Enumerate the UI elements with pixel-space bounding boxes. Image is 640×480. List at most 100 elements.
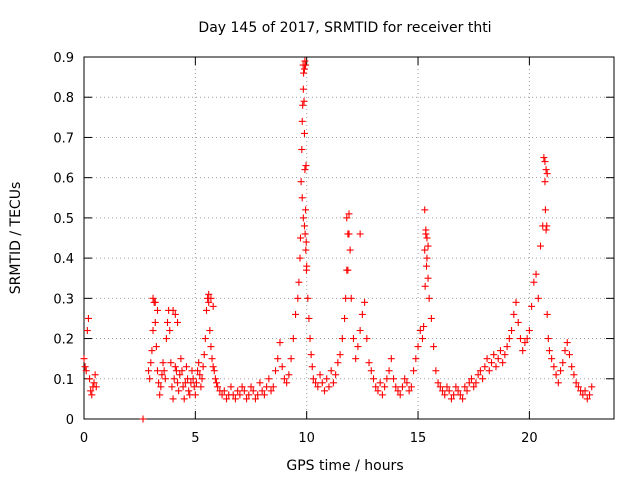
data-point	[145, 367, 153, 375]
data-point	[581, 387, 589, 395]
y-tick-label: 0.1	[53, 373, 74, 388]
data-point	[260, 391, 268, 399]
data-point	[214, 383, 222, 391]
data-point	[185, 387, 193, 395]
data-point	[174, 318, 182, 326]
x-axis-label: GPS time / hours	[286, 458, 403, 474]
data-point	[169, 306, 177, 314]
data-point	[528, 302, 536, 310]
data-point	[88, 391, 96, 399]
data-point	[302, 162, 310, 170]
x-tick-label: 5	[191, 431, 199, 446]
data-point	[153, 367, 161, 375]
data-point	[155, 379, 163, 387]
data-point	[418, 335, 426, 343]
data-point	[420, 322, 428, 330]
data-point	[205, 290, 213, 298]
data-point	[243, 395, 251, 403]
data-point	[249, 387, 257, 395]
data-point	[376, 379, 384, 387]
data-point	[548, 355, 556, 363]
x-tick-label: 10	[298, 431, 315, 446]
data-point	[396, 391, 404, 399]
data-point	[574, 383, 582, 391]
data-point	[496, 347, 504, 355]
data-point	[540, 154, 548, 162]
data-point	[456, 391, 464, 399]
data-point	[557, 367, 565, 375]
data-point	[149, 294, 157, 302]
data-point	[153, 306, 161, 314]
data-point	[263, 383, 271, 391]
data-point	[274, 355, 282, 363]
data-point	[272, 367, 280, 375]
data-point	[332, 371, 340, 379]
data-point	[292, 310, 300, 318]
data-point	[316, 371, 324, 379]
data-point	[343, 214, 351, 222]
y-tick-label: 0.9	[53, 51, 74, 66]
data-point	[543, 170, 551, 178]
data-point	[532, 270, 540, 278]
data-point	[347, 294, 355, 302]
data-point	[519, 347, 527, 355]
data-point	[149, 327, 157, 335]
data-point	[298, 117, 306, 125]
data-point	[207, 343, 215, 351]
data-point	[176, 371, 184, 379]
data-point	[302, 61, 310, 69]
data-point	[472, 379, 480, 387]
data-point	[345, 230, 353, 238]
data-point	[92, 383, 100, 391]
data-point	[197, 383, 205, 391]
data-point	[443, 383, 451, 391]
data-point	[170, 375, 178, 383]
data-point	[445, 387, 453, 395]
y-tick-labels: 0 0.1 0.2 0.3 0.4 0.5 0.6 0.7 0.8 0.9	[53, 51, 74, 428]
data-point	[570, 371, 578, 379]
data-point	[474, 371, 482, 379]
data-point	[541, 206, 549, 214]
data-point	[512, 298, 520, 306]
data-point	[398, 383, 406, 391]
data-point	[421, 246, 429, 254]
data-point	[220, 387, 228, 395]
data-point	[523, 335, 531, 343]
data-point	[461, 383, 469, 391]
data-point	[245, 391, 253, 399]
data-point	[465, 379, 473, 387]
data-point	[180, 395, 188, 403]
plot-frame	[83, 56, 615, 420]
data-point	[300, 65, 308, 73]
data-point	[385, 367, 393, 375]
y-tick-label: 0.5	[53, 212, 74, 227]
data-point	[305, 314, 313, 322]
data-point	[312, 379, 320, 387]
data-point	[199, 363, 207, 371]
data-point	[297, 178, 305, 186]
data-point	[338, 335, 346, 343]
data-point	[439, 387, 447, 395]
data-point	[537, 242, 545, 250]
data-point	[314, 383, 322, 391]
data-point	[424, 242, 432, 250]
data-point	[414, 343, 422, 351]
data-point	[304, 294, 312, 302]
data-point	[152, 343, 160, 351]
data-point	[87, 387, 95, 395]
data-point	[207, 294, 215, 302]
data-point	[166, 327, 174, 335]
data-point	[543, 222, 551, 230]
data-point	[416, 327, 424, 335]
data-point	[361, 298, 369, 306]
data-point	[86, 375, 94, 383]
data-point	[344, 266, 352, 274]
data-point	[211, 375, 219, 383]
data-point	[229, 391, 237, 399]
data-point	[201, 335, 209, 343]
data-point	[280, 375, 288, 383]
y-tick-label: 0.3	[53, 292, 74, 307]
data-point	[295, 278, 303, 286]
data-point	[363, 335, 371, 343]
data-point	[452, 383, 460, 391]
